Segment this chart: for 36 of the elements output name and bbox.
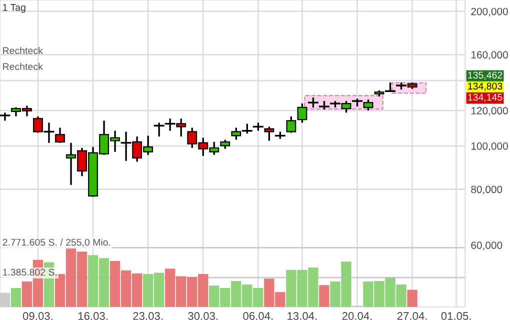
x-tick-label: 23.03. [133,312,162,320]
y-tick-label: 200,000 [471,8,508,16]
candlestick [264,126,274,142]
y-tick-label: 60,000 [471,242,502,250]
text: 134,803 [468,82,502,91]
x-tick-label: 09.03. [22,312,52,320]
y-tick-label: 120,000 [471,107,508,116]
candlestick [363,98,374,112]
chart-subtitle: 1 Tag [3,4,26,13]
ref-line-label: 1.385.802 S. [3,268,57,276]
candlestick [286,116,296,134]
x-tick-label: 01.05. [441,312,471,320]
x-tick-label: 27.04. [397,312,427,320]
bar [0,292,10,307]
bar [407,290,418,307]
x-tick-label: 06.04. [243,312,273,320]
candlestick [220,138,230,150]
ref-line-label: 2.771.605 S. / 255,0 Mio. [2,238,110,247]
candlestick [55,126,65,144]
annotation: Rechteck [3,46,43,54]
x-tick-label: 16.03. [78,312,108,320]
candlestick [154,122,164,138]
y-tick-label: 100,000 [471,142,508,152]
text: 135,462 [468,72,502,80]
bar [319,285,330,307]
y-tick-label: 80,000 [471,186,502,194]
y-tick-label: 160,000 [471,51,508,60]
candlestick [308,96,318,108]
candlestick [0,112,10,122]
x-tick-label: 20.04. [342,312,372,320]
annotation: Rechteck [3,62,43,70]
x-tick-label: 30.03. [188,312,218,320]
candlestick [297,102,308,124]
text: 134,145 [468,94,502,102]
bar [10,288,22,307]
x-tick-label: 13.04. [288,312,317,320]
